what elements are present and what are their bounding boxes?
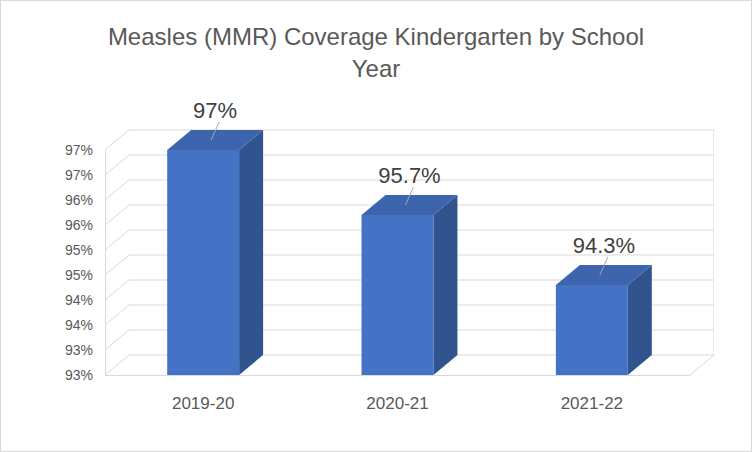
- y-tick-label: 94%: [65, 292, 93, 308]
- bar: [362, 195, 458, 375]
- bar-top: [556, 265, 652, 285]
- x-axis-line: [106, 375, 691, 376]
- bar-side: [433, 195, 457, 375]
- x-tick: 2021-22: [561, 375, 623, 413]
- bar: [556, 265, 652, 375]
- plot-area: [105, 130, 714, 375]
- y-tick-label: 96%: [65, 217, 93, 233]
- x-tick-label: 2021-22: [561, 394, 623, 413]
- y-tick-label: 93%: [65, 367, 93, 383]
- chart-border: [1, 1, 752, 452]
- bar-front: [362, 215, 434, 375]
- bar: [167, 130, 263, 375]
- leader-line: [406, 187, 414, 205]
- grid-line: [105, 130, 714, 150]
- y-tick-label: 93%: [65, 342, 93, 358]
- x-tick-label: 2019-20: [172, 394, 234, 413]
- x-tick: 2020-21: [366, 375, 428, 413]
- data-label: 95.7%: [378, 163, 440, 188]
- bars: [167, 130, 652, 375]
- bar-top: [167, 130, 263, 150]
- y-tick-label: 94%: [65, 317, 93, 333]
- data-label: 97%: [193, 98, 237, 123]
- bar-side: [239, 130, 263, 375]
- bar-front: [167, 150, 239, 375]
- floor-edge: [690, 355, 714, 375]
- y-axis: 93% 93% 94% 94% 95% 95% 96% 96% 97% 97%: [65, 142, 106, 383]
- y-tick-label: 95%: [65, 242, 93, 258]
- chart: Measles (MMR) Coverage Kindergarten by S…: [0, 0, 752, 452]
- leader-line: [600, 257, 608, 275]
- chart-title: Measles (MMR) Coverage Kindergarten by S…: [108, 23, 644, 82]
- bar-top: [362, 195, 458, 215]
- y-tick: 95%: [65, 267, 105, 283]
- x-axis: 2019-20 2020-21 2021-22: [106, 375, 691, 413]
- y-tick: 95%: [65, 242, 105, 258]
- y-tick: 94%: [65, 292, 105, 308]
- y-tick: 96%: [65, 217, 105, 233]
- y-tick-label: 95%: [65, 267, 93, 283]
- grid: [105, 130, 714, 375]
- data-label: 94.3%: [573, 233, 635, 258]
- x-tick: 2019-20: [172, 375, 234, 413]
- y-tick: 93%: [65, 342, 105, 358]
- x-tick-label: 2020-21: [366, 394, 428, 413]
- leader-line: [211, 122, 219, 140]
- y-tick-label: 97%: [65, 142, 93, 158]
- wall-edge: [714, 130, 715, 355]
- y-axis-line: [105, 151, 106, 376]
- y-tick: 93%: [65, 367, 105, 383]
- y-tick: 97%: [65, 167, 105, 183]
- y-tick-label: 96%: [65, 192, 93, 208]
- y-tick: 97%: [65, 142, 105, 158]
- y-tick: 96%: [65, 192, 105, 208]
- data-labels: 97% 95.7% 94.3%: [193, 98, 635, 275]
- y-tick: 94%: [65, 317, 105, 333]
- y-tick-label: 97%: [65, 167, 93, 183]
- bar-front: [556, 285, 628, 375]
